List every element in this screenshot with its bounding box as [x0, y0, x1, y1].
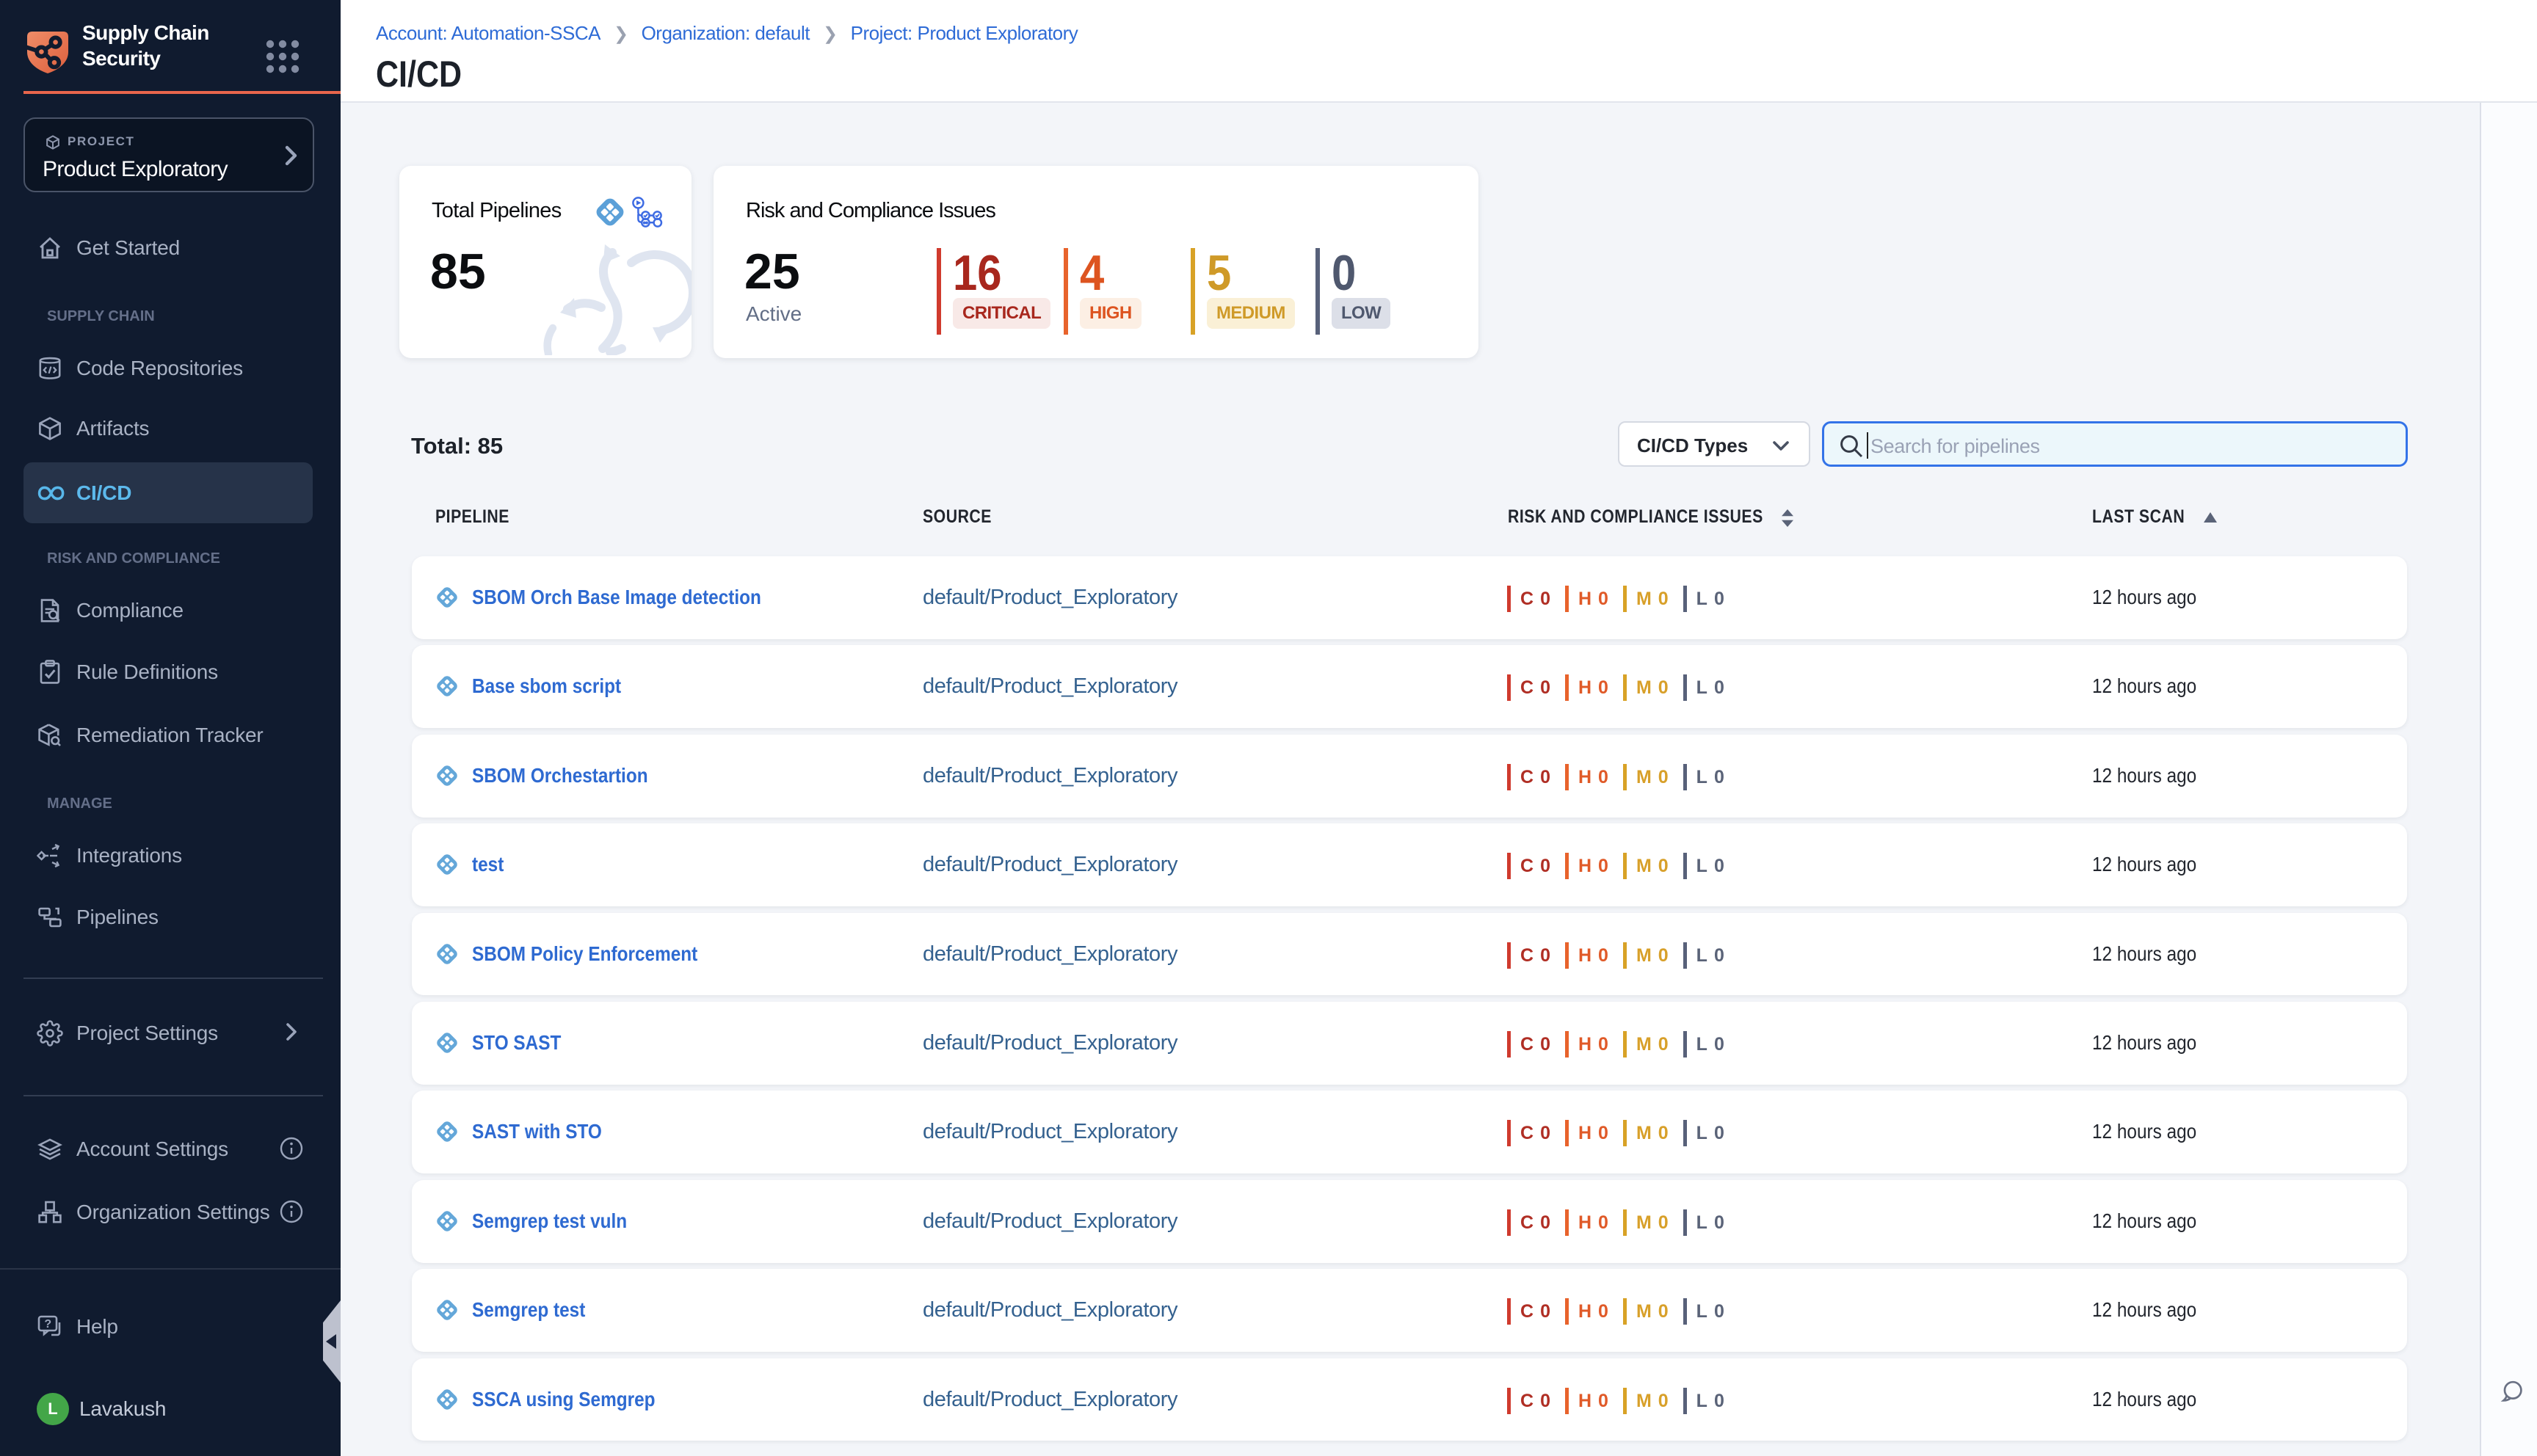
svg-text:?: ?	[44, 1318, 51, 1331]
